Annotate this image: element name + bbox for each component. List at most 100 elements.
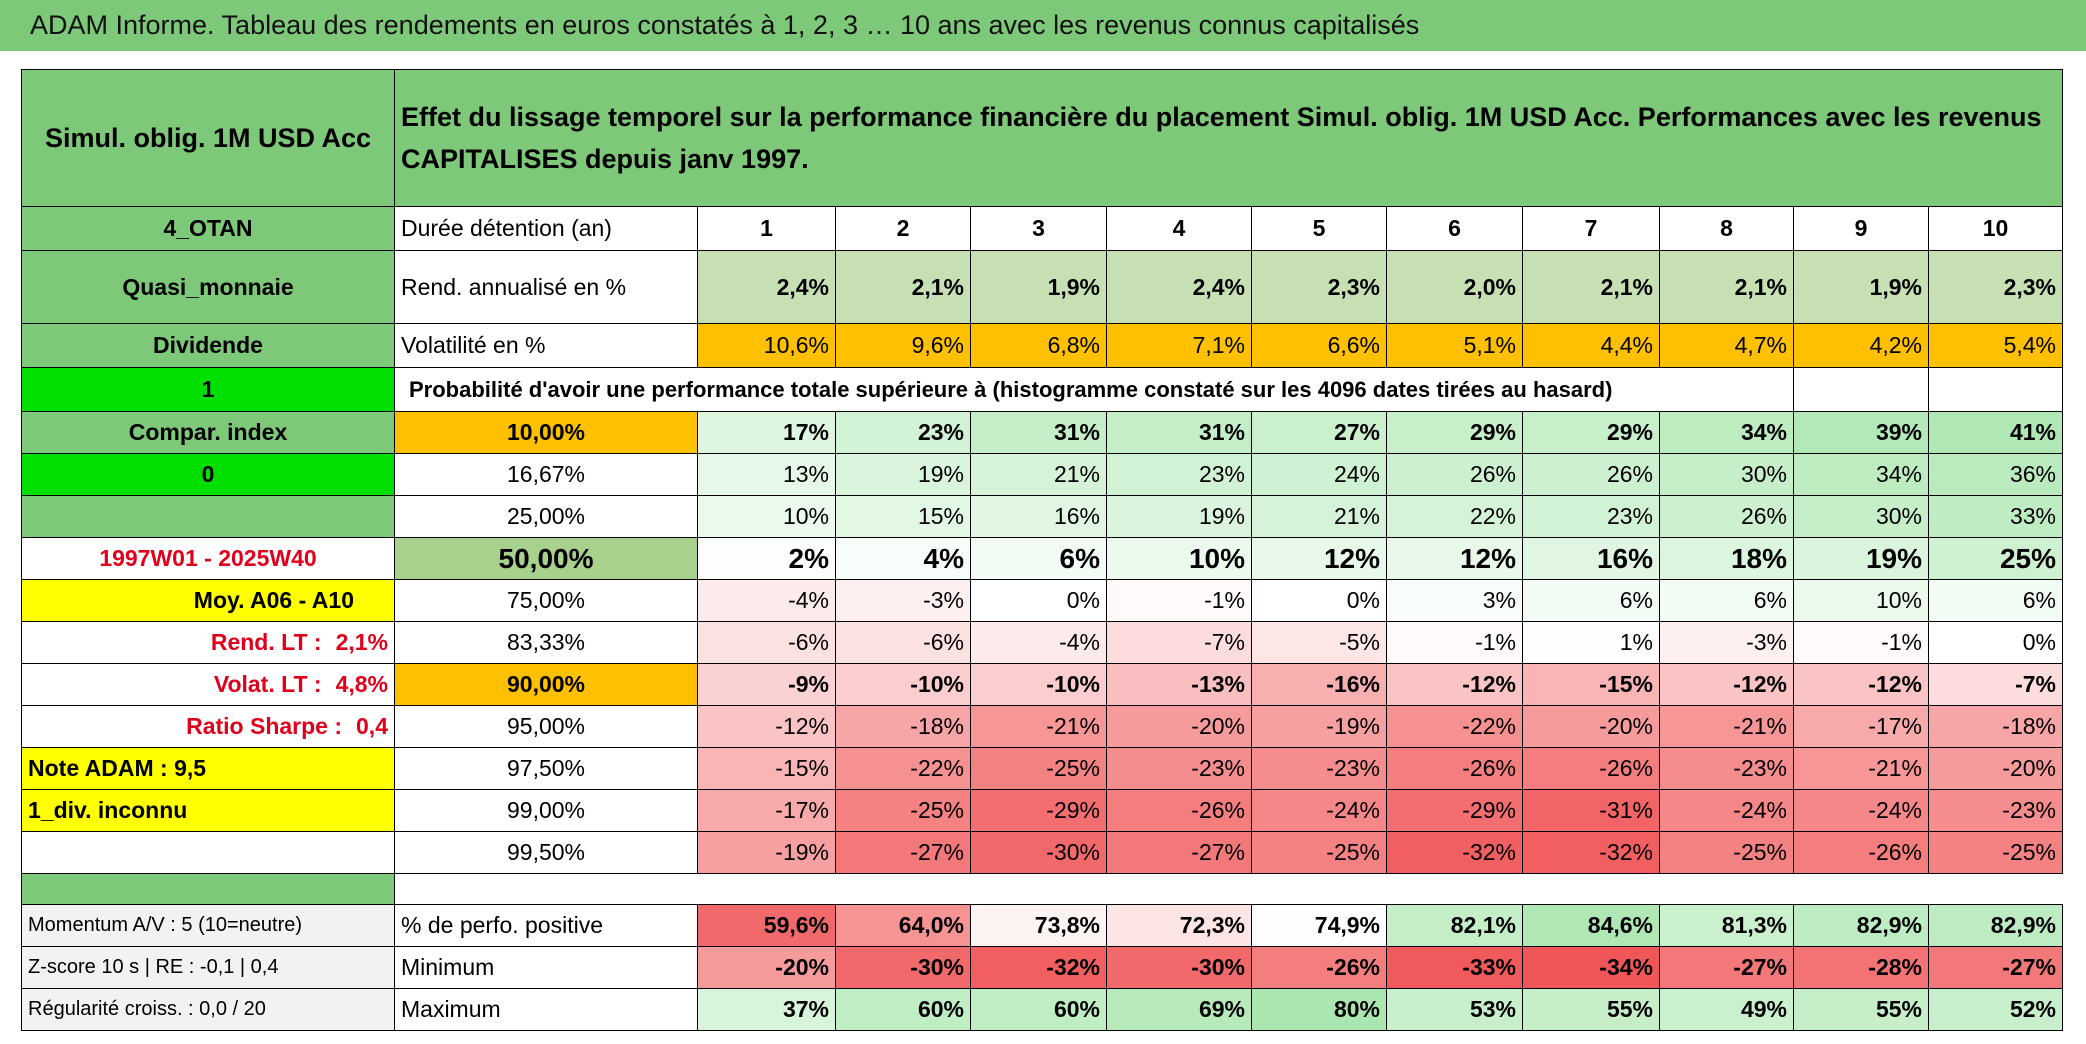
minimum-value: -27% (1928, 946, 2063, 989)
duration: 5 (1251, 206, 1387, 251)
probability: 27% (1251, 411, 1387, 454)
side-cell: 1997W01 - 2025W40 (21, 537, 395, 580)
duration: 7 (1522, 206, 1660, 251)
probability: -25% (1251, 831, 1387, 874)
probability: -25% (1659, 831, 1794, 874)
vol-value: 7,1% (1106, 323, 1252, 368)
maximum-value: 53% (1386, 988, 1523, 1031)
probability: 3% (1386, 579, 1523, 622)
probability: -31% (1522, 789, 1660, 832)
probability: -26% (1522, 747, 1660, 790)
table-row: Quasi_monnaie Rend. annualisé en % 2,4% 2,1… (21, 250, 2063, 324)
side-text: Ratio Sharpe : (186, 713, 343, 739)
description: Effet du lissage temporel sur la perform… (394, 69, 2063, 207)
rend-value: 2,4% (697, 250, 836, 324)
rend-value: 2,1% (835, 250, 971, 324)
probability: -1% (1386, 621, 1523, 664)
probability: 6% (1928, 579, 2063, 622)
duration: 8 (1659, 206, 1794, 251)
table-row: Simul. oblig. 1M USD Acc Effet du lissage… (21, 69, 2063, 207)
maximum-value: 60% (970, 988, 1107, 1031)
probability: -4% (970, 621, 1107, 664)
probability: -23% (1928, 789, 2063, 832)
probability: 0% (1928, 621, 2063, 664)
rend-value: 2,3% (1251, 250, 1387, 324)
probability: 2% (697, 537, 836, 580)
side-text: Dividende (153, 332, 263, 358)
rend-value: 2,1% (1522, 250, 1660, 324)
threshold: 75,00% (394, 579, 698, 622)
probability: -20% (1106, 705, 1252, 748)
duration: 9 (1793, 206, 1929, 251)
probability: -17% (697, 789, 836, 832)
threshold: 99,00% (394, 789, 698, 832)
probability: -22% (1386, 705, 1523, 748)
table-row: Volat. LT :4,8% 90,00% -9% -10% -10% -13% -16%… (21, 663, 2063, 706)
vol-value: 6,6% (1251, 323, 1387, 368)
probability: 10% (1106, 537, 1252, 580)
table-row: Z-score 10 s | RE : -0,1 | 0,4 Minimum -20… (21, 946, 2063, 989)
row-label: Volatilité en % (394, 323, 698, 368)
probability: 0% (1251, 579, 1387, 622)
probability: 41% (1928, 411, 2063, 454)
minimum-value: -32% (970, 946, 1107, 989)
empty-cell (1928, 367, 2063, 412)
probability: -10% (970, 663, 1107, 706)
probability: -29% (970, 789, 1107, 832)
vol-value: 5,1% (1386, 323, 1523, 368)
table-body: Simul. oblig. 1M USD Acc Effet du lissage… (21, 69, 2063, 1031)
probability: -7% (1928, 663, 2063, 706)
rend-value: 1,9% (1793, 250, 1929, 324)
rend-value: 2,4% (1106, 250, 1252, 324)
row-label: Minimum (394, 946, 698, 989)
positive-value: 64,0% (835, 904, 971, 947)
prob-title: Probabilité d'avoir une performance tota… (394, 367, 1794, 412)
probability: -1% (1106, 579, 1252, 622)
probability: -23% (1106, 747, 1252, 790)
probability: 16% (1522, 537, 1660, 580)
maximum-value: 52% (1928, 988, 2063, 1031)
maximum-value: 55% (1793, 988, 1929, 1031)
probability: -22% (835, 747, 971, 790)
probability: 34% (1793, 453, 1929, 496)
side-cell (21, 495, 395, 538)
side-cell: 1 (21, 367, 395, 412)
minimum-value: -26% (1251, 946, 1387, 989)
rend-value: 2,0% (1386, 250, 1523, 324)
minimum-value: -20% (697, 946, 836, 989)
probability: -24% (1659, 789, 1794, 832)
probability: 18% (1659, 537, 1794, 580)
probability: 19% (1106, 495, 1252, 538)
probability: -24% (1793, 789, 1929, 832)
probability: -26% (1793, 831, 1929, 874)
rend-value: 2,1% (1659, 250, 1794, 324)
duration: 2 (835, 206, 971, 251)
table-row: Dividende Volatilité en % 10,6% 9,6% 6,8% 7,1… (21, 323, 2063, 368)
probability: -3% (835, 579, 971, 622)
probability: 19% (835, 453, 971, 496)
probability: -16% (1251, 663, 1387, 706)
probability: -17% (1793, 705, 1929, 748)
probability: 36% (1928, 453, 2063, 496)
probability: -32% (1522, 831, 1660, 874)
table-row: 0 16,67% 13% 19% 21% 23% 24% 26% 26% 30% 34% 36% (21, 453, 2063, 496)
minimum-value: -33% (1386, 946, 1523, 989)
row-label: % de perfo. positive (394, 904, 698, 947)
page-title: ADAM Informe. Tableau des rendements en … (0, 0, 2086, 51)
probability: -26% (1386, 747, 1523, 790)
side-cell: Compar. index (21, 411, 395, 454)
vol-value: 10,6% (697, 323, 836, 368)
positive-value: 82,9% (1793, 904, 1929, 947)
positive-value: 73,8% (970, 904, 1107, 947)
threshold: 25,00% (394, 495, 698, 538)
probability: 21% (1251, 495, 1387, 538)
side-cell (21, 831, 395, 874)
duration: 1 (697, 206, 836, 251)
duration: 3 (970, 206, 1107, 251)
probability: -27% (835, 831, 971, 874)
probability: -12% (1659, 663, 1794, 706)
probability: 22% (1386, 495, 1523, 538)
probability: -24% (1251, 789, 1387, 832)
table-row: Ratio Sharpe :0,4 95,00% -12% -18% -21% -20% -… (21, 705, 2063, 748)
probability: 6% (1659, 579, 1794, 622)
